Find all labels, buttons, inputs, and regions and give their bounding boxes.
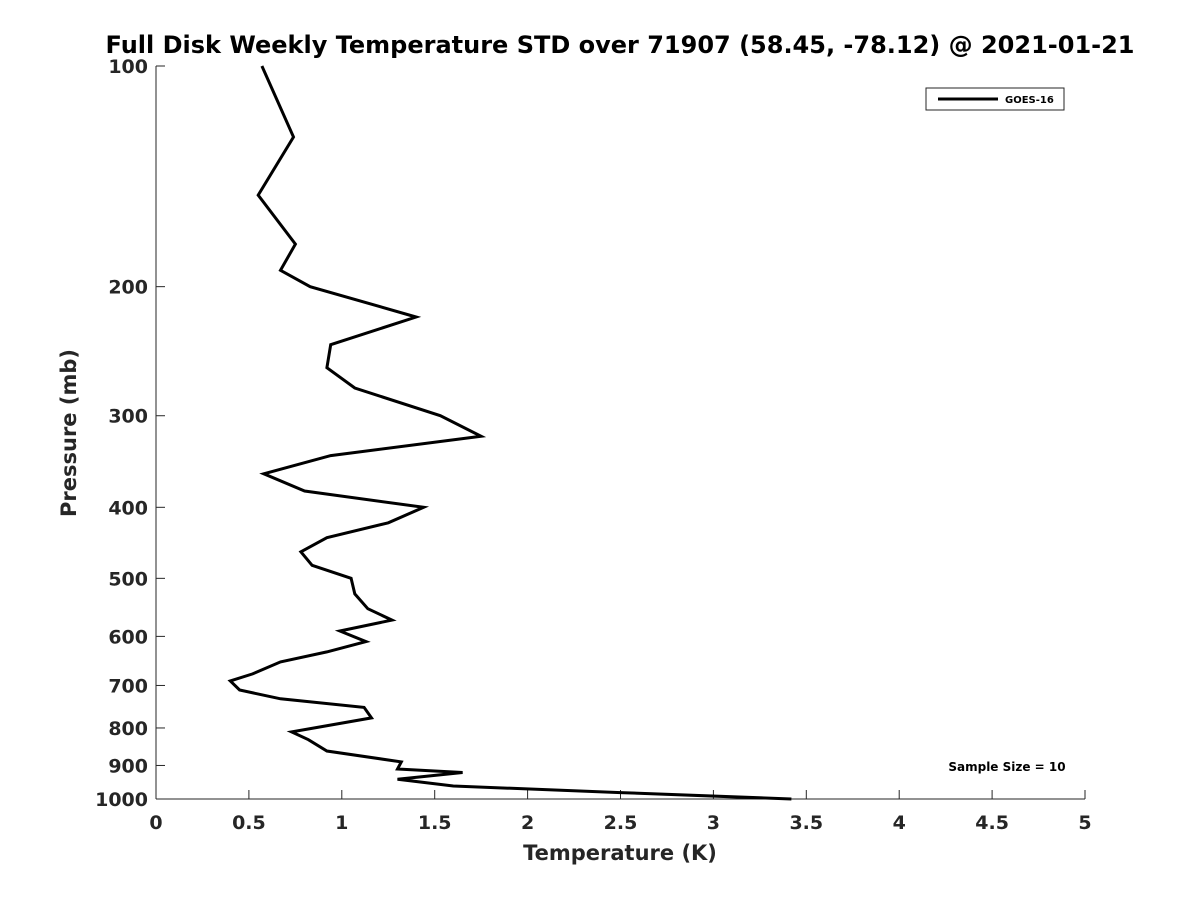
x-tick-label: 3.5 — [789, 812, 823, 834]
x-tick-label: 0 — [149, 812, 162, 834]
legend-label-goes-16: GOES-16 — [1005, 95, 1054, 106]
y-tick-label: 500 — [108, 568, 148, 590]
y-tick-label: 800 — [108, 718, 148, 740]
y-tick-label: 100 — [108, 56, 148, 78]
axes: 0 0.5 1 1.5 2 2.5 3 3.5 4 4.5 5 100 200 300 400 500 600 7… — [95, 56, 1092, 834]
y-tick-label: 700 — [108, 675, 148, 697]
legend: GOES-16 — [925, 87, 1065, 111]
x-tick-label: 1.5 — [418, 812, 452, 834]
y-tick-label: 600 — [108, 626, 148, 648]
y-tick-label: 200 — [108, 277, 148, 299]
x-tick-label: 2 — [521, 812, 534, 834]
x-axis-label: Temperature (K) — [523, 841, 717, 865]
sample-size-annotation: Sample Size = 10 — [948, 760, 1065, 774]
series-line-goes-16 — [227, 65, 792, 801]
x-tick-label: 0.5 — [232, 812, 266, 834]
y-axis-label: Pressure (mb) — [57, 349, 81, 517]
x-tick-label: 4.5 — [975, 812, 1009, 834]
x-tick-label: 2.5 — [604, 812, 638, 834]
y-tick-label: 400 — [108, 497, 148, 519]
x-tick-label: 4 — [893, 812, 906, 834]
x-tick-label: 1 — [335, 812, 348, 834]
x-tick-label: 5 — [1078, 812, 1091, 834]
y-tick-label: 300 — [108, 406, 148, 428]
y-tick-label: 900 — [108, 755, 148, 777]
x-tick-label: 3 — [707, 812, 720, 834]
series-layer — [227, 65, 792, 801]
y-tick-label: 1000 — [95, 789, 148, 811]
chart-title: Full Disk Weekly Temperature STD over 71… — [106, 31, 1135, 59]
